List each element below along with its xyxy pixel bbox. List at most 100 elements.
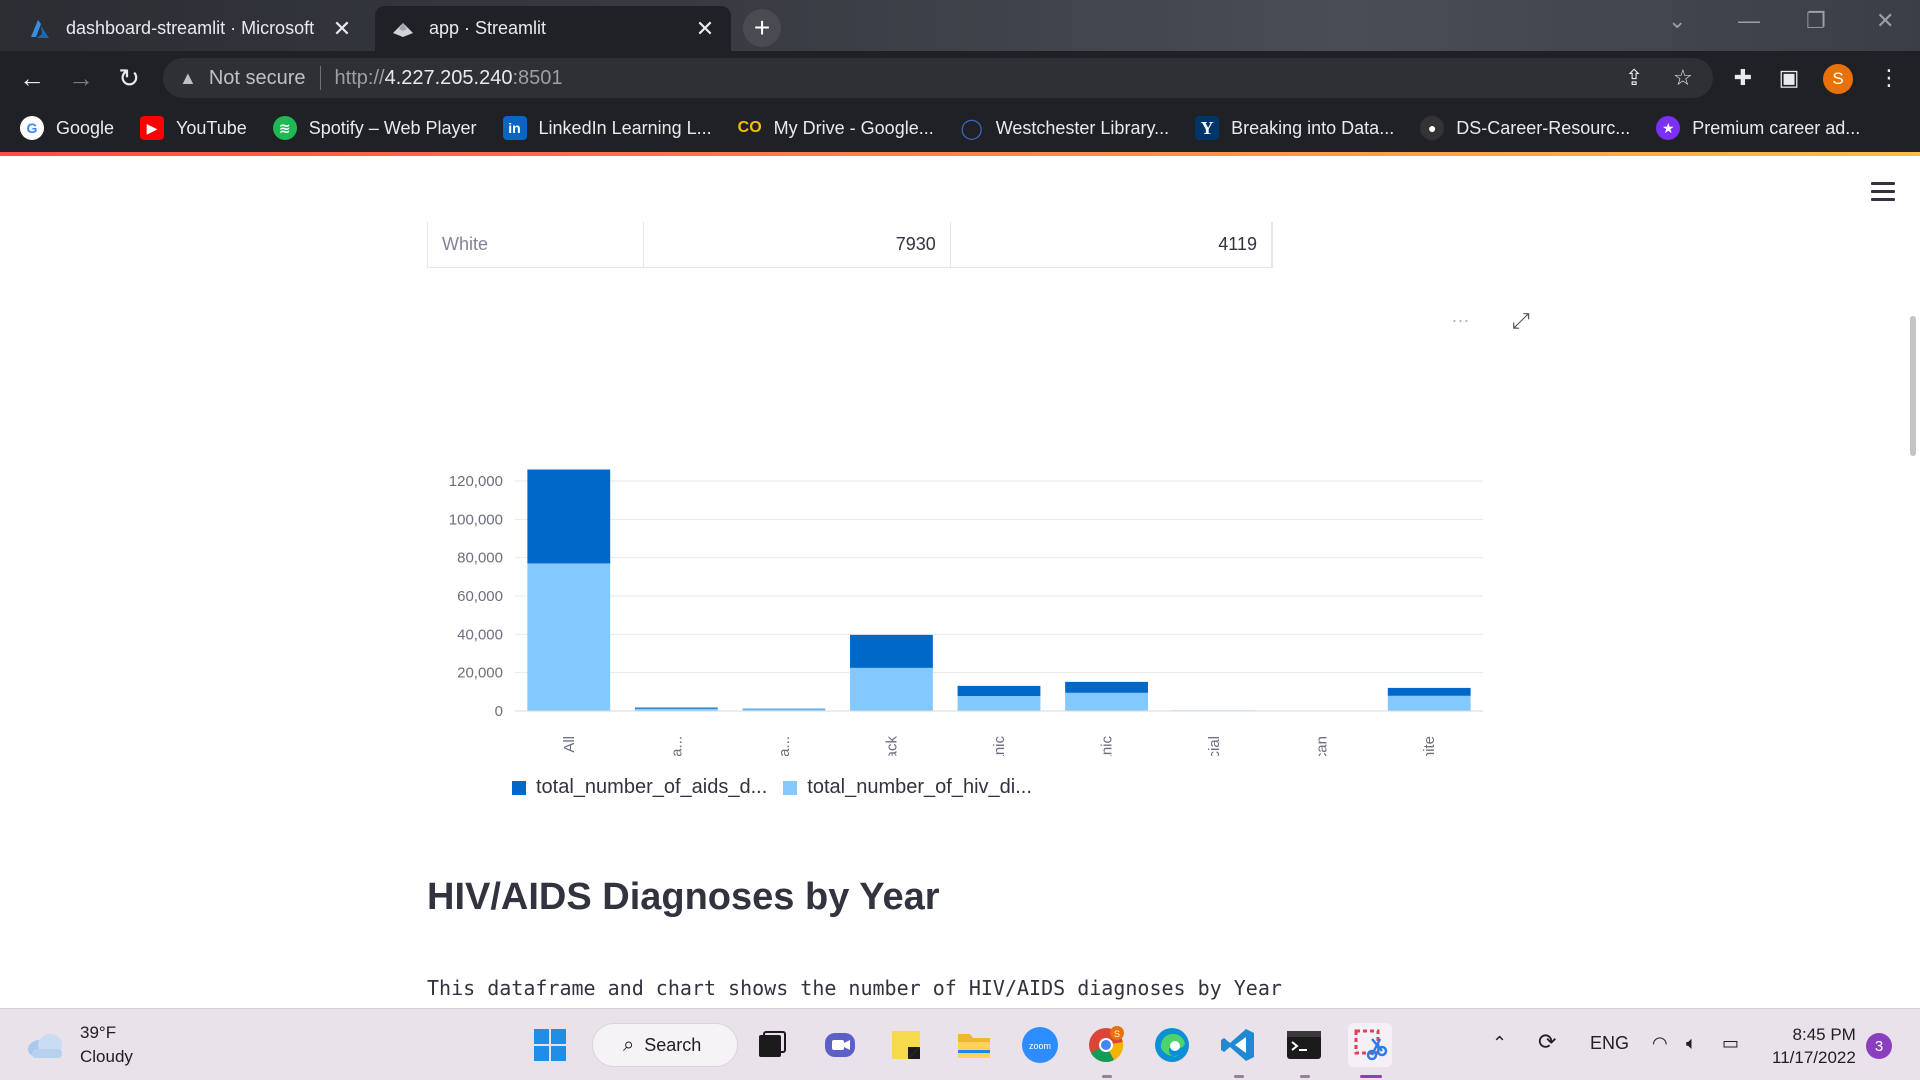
weather-widget[interactable]: 39°F Cloudy [26, 1021, 133, 1069]
terminal-icon[interactable] [1282, 1023, 1326, 1067]
tab-app-streamlit[interactable]: app · Streamlit ✕ [375, 6, 731, 51]
restore-icon[interactable]: ❐ [1806, 8, 1826, 33]
dataframe-cell: 4119 [951, 222, 1272, 267]
drive-icon: CO [737, 119, 762, 136]
bookmark-youtube[interactable]: ▶ YouTube [140, 116, 247, 140]
minimize-icon[interactable]: — [1738, 8, 1760, 33]
dataframe-cell: 7930 [644, 222, 951, 267]
bar-segment[interactable] [527, 469, 611, 564]
x-tick-label: White [1421, 736, 1438, 756]
bookmark-breaking-into-data[interactable]: Y Breaking into Data... [1195, 116, 1394, 140]
x-tick-label: Latino/Hispanic [1099, 736, 1116, 756]
legend-label: total_number_of_hiv_di... [807, 776, 1032, 798]
wifi-icon[interactable]: ◠ [1652, 1033, 1668, 1053]
zoom-icon[interactable]: zoom [1018, 1023, 1062, 1067]
bookmark-label: DS-Career-Resourc... [1456, 117, 1631, 138]
reload-icon[interactable]: ↻ [118, 62, 140, 93]
bar-segment[interactable] [1387, 687, 1471, 696]
spotify-icon: ≋ [272, 116, 297, 140]
streamlit-app-page: White 7930 4119 0 20,000 40,000 60,000 80,00… [0, 156, 1920, 1008]
edge-icon[interactable] [1150, 1023, 1194, 1067]
clock-time: 8:45 PM [1792, 1025, 1856, 1044]
vscode-icon[interactable] [1216, 1023, 1260, 1067]
bookmarks-bar: G Google ▶ YouTube ≋ Spotify – Web Playe… [0, 104, 1920, 152]
chevron-down-icon[interactable]: ⌄ [1668, 8, 1687, 33]
new-tab-button[interactable]: + [743, 9, 781, 47]
bar-segment[interactable] [634, 707, 718, 709]
bar-segment[interactable] [742, 709, 826, 711]
chrome-icon[interactable]: S [1084, 1023, 1128, 1067]
main-menu-icon[interactable] [1871, 182, 1895, 202]
notification-badge[interactable]: 3 [1866, 1033, 1892, 1059]
sticky-notes-icon[interactable] [884, 1023, 928, 1067]
bookmark-linkedin[interactable]: in LinkedIn Learning L... [502, 116, 712, 140]
x-tick-label: Native American [1314, 736, 1331, 756]
bookmark-drive[interactable]: CO My Drive - Google... [738, 116, 934, 140]
browser-tab-bar: dashboard-streamlit · Microsoft ✕ app · … [0, 0, 1920, 51]
divider [319, 66, 321, 90]
fullscreen-expand-icon[interactable]: ⤢ [1512, 308, 1530, 333]
bar-segment[interactable] [957, 685, 1041, 697]
bar-segment[interactable] [957, 696, 1041, 711]
close-icon[interactable]: ✕ [695, 15, 715, 41]
bookmark-westchester-library[interactable]: ◯ Westchester Library... [960, 116, 1170, 140]
bar-segment[interactable] [850, 634, 933, 668]
running-indicator [1234, 1075, 1244, 1078]
windows-start-icon[interactable] [528, 1023, 572, 1067]
system-clock[interactable]: 8:45 PM 11/17/2022 [1772, 1023, 1856, 1069]
bar-segment[interactable] [1065, 692, 1148, 711]
bookmark-label: Premium career ad... [1692, 117, 1861, 138]
bookmark-premium-career[interactable]: ★ Premium career ad... [1656, 116, 1860, 140]
language-indicator[interactable]: ENG [1590, 1033, 1630, 1053]
volume-icon[interactable]: 🔈︎ [1686, 1033, 1697, 1053]
y-tick-label: 100,000 [449, 511, 503, 528]
youtube-icon: ▶ [140, 116, 165, 140]
back-icon[interactable]: ← [19, 62, 45, 93]
bar-segment[interactable] [1387, 695, 1471, 711]
legend-item-hiv[interactable]: total_number_of_hiv_di... [783, 776, 1032, 799]
svg-text:zoom: zoom [1029, 1041, 1051, 1051]
bar-segment[interactable] [634, 708, 718, 711]
legend-swatch [512, 780, 526, 795]
teams-chat-icon[interactable] [818, 1023, 862, 1067]
side-panel-icon[interactable]: ▣ [1778, 65, 1800, 90]
chevron-up-icon[interactable]: ⌃ [1492, 1033, 1508, 1053]
legend-item-aids[interactable]: total_number_of_aids_d... [512, 776, 767, 799]
bar-segment[interactable] [527, 563, 611, 711]
search-label: Search [644, 1034, 702, 1055]
close-icon[interactable]: ✕ [332, 15, 352, 41]
bookmark-spotify[interactable]: ≋ Spotify – Web Player [272, 116, 477, 140]
extensions-icon[interactable]: ✚ [1733, 65, 1753, 90]
taskbar-search[interactable]: ⌕ Search [592, 1023, 738, 1067]
bar-segment[interactable] [1065, 681, 1148, 693]
bookmark-ds-career[interactable]: ● DS-Career-Resourc... [1420, 116, 1630, 140]
address-bar[interactable]: ▲ Not secure http:// 4.227.205.240 :8501… [163, 58, 1713, 98]
file-explorer-icon[interactable] [952, 1023, 996, 1067]
stacked-bar-chart: 0 20,000 40,000 60,000 80,000 100,000 120,000 A… [449, 469, 1483, 756]
star-icon: ★ [1656, 116, 1681, 140]
tab-title: app · Streamlit [429, 18, 547, 38]
cloud-icon [28, 1034, 62, 1058]
profile-avatar[interactable]: S [1823, 64, 1853, 94]
window-close-icon[interactable]: ✕ [1876, 8, 1895, 33]
yale-icon: Y [1195, 116, 1220, 140]
sync-icon[interactable]: ⟳ [1538, 1029, 1557, 1054]
page-scrollbar[interactable] [1910, 316, 1916, 456]
task-view-icon[interactable] [750, 1023, 794, 1067]
bookmark-star-icon[interactable]: ☆ [1673, 65, 1693, 90]
tab-dashboard-streamlit[interactable]: dashboard-streamlit · Microsoft ✕ [12, 6, 368, 51]
battery-icon[interactable]: ▭ [1722, 1033, 1740, 1053]
more-menu-icon[interactable]: ⋮ [1878, 65, 1900, 90]
bookmark-label: YouTube [176, 117, 247, 138]
share-icon[interactable]: ⇪ [1625, 65, 1644, 90]
bar-segment[interactable] [850, 667, 933, 711]
running-indicator [1102, 1075, 1112, 1078]
chart-legend: total_number_of_aids_d... total_number_o… [512, 776, 1048, 799]
chart-actions-menu[interactable]: ... [1452, 306, 1471, 326]
bookmark-label: LinkedIn Learning L... [538, 117, 712, 138]
bookmark-google[interactable]: G Google [20, 116, 114, 140]
snipping-tool-icon[interactable] [1348, 1023, 1392, 1067]
forward-icon[interactable]: → [68, 62, 94, 93]
bar-segment[interactable] [742, 708, 826, 710]
warning-icon: ▲ [179, 67, 197, 88]
